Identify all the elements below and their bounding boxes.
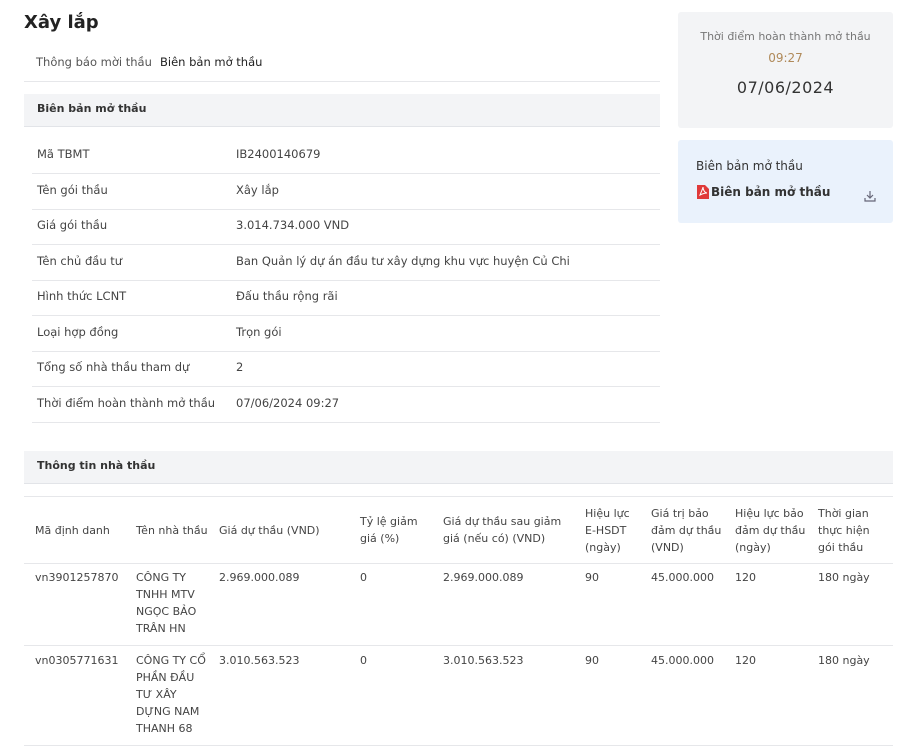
row-divider [24,496,893,497]
divider [24,81,660,82]
field-value: 07/06/2024 09:27 [236,395,340,410]
company-name: CÔNG TY CỔ PHẦN ĐẦU TƯ XÂY DỰNG NAM THAN… [136,654,206,735]
field-value: Trọn gói [236,324,282,339]
table-cell: vn0305771631 [35,654,119,667]
field-label: Thời điểm hoàn thành mở thầu [37,395,216,410]
row-divider [32,386,660,387]
field-label: Hình thức LCNT [37,289,127,303]
column-header: Tỷ lệ giảm giá (%) [360,515,418,545]
table-cell: 120 [735,571,756,584]
date: 07/06/2024 [736,78,835,97]
tab[interactable]: Biên bản mở thầu [160,55,263,69]
table-cell: 180 ngày [818,654,870,667]
row-divider [32,279,660,281]
row-divider [32,173,660,174]
field-value: IB2400140679 [236,147,321,161]
field-label: Mã TBMT [37,147,90,161]
doc-title: Biên bản mở thầu [696,159,803,173]
section-header: Thông tin nhà thầu [24,451,893,484]
field-label: Tên chủ đầu tư [37,253,123,268]
field-value: Xây lắp [236,182,279,197]
section-title: Thông tin nhà thầu [37,459,156,472]
table-cell: 180 ngày [818,571,870,584]
column-header: Hiệu lực bảo đảm dự thầu (ngày) [735,506,806,554]
row-divider [32,421,660,423]
field-value: Đấu thầu rộng rãi [236,289,338,303]
tab[interactable]: Thông báo mời thầu [36,55,152,69]
row-divider [32,350,660,352]
pdf-icon [697,185,709,199]
section-header: Biên bản mở thầu [24,94,660,127]
time-label: Thời điểm hoàn thành mở thầu [700,30,871,43]
section-title: Biên bản mở thầu [37,102,147,115]
table-cell: 0 [360,654,367,667]
column-header: Hiệu lực E-HSDT (ngày) [585,506,630,554]
table-cell: 0 [360,571,367,584]
table-cell: 45.000.000 [651,571,714,584]
column-header: Giá dự thầu (VND) [219,523,320,537]
table-cell: 2.969.000.089 [219,571,300,584]
column-header: Thời gian thực hiện gói thầu [818,506,870,554]
time-card: Thời điểm hoàn thành mở thầu 09:27 07/06… [678,12,893,128]
field-label: Tổng số nhà thầu tham dự [37,360,190,374]
doc-card: Biên bản mở thầu Biên bản mở thầu [678,140,893,223]
column-header: Tên nhà thầu [136,523,208,537]
doc-link[interactable]: Biên bản mở thầu [711,185,831,199]
row-divider [24,645,893,646]
time: 09:27 [768,51,803,65]
download-icon[interactable] [864,190,876,202]
field-label: Tên gói thầu [37,182,108,197]
page-title: Xây lắp [24,12,99,33]
row-divider [24,563,893,564]
table-cell: 120 [735,654,756,667]
table-cell: 90 [585,654,599,667]
table-cell: 2.969.000.089 [443,571,524,584]
table-cell: 3.010.563.523 [443,654,524,667]
table-cell: 3.010.563.523 [219,654,300,667]
field-label: Giá gói thầu [37,218,108,232]
row-divider [32,208,660,210]
field-value: 3.014.734.000 VND [236,218,350,232]
company-name: CÔNG TY TNHH MTV NGỌC BẢO TRÂN HN [136,571,197,635]
field-value: 2 [236,360,244,374]
table-cell: vn3901257870 [35,571,119,584]
table-cell: 45.000.000 [651,654,714,667]
field-value: Ban Quản lý dự án đầu tư xây dựng khu vự… [236,253,570,268]
field-label: Loại hợp đồng [37,324,119,339]
column-header: Mã định danh [35,523,110,537]
row-divider [32,244,660,245]
column-header: Giá trị bảo đảm dự thầu (VND) [651,506,722,554]
column-header: Giá dự thầu sau giảm giá (nếu có) (VND) [443,515,562,545]
table-cell: 90 [585,571,599,584]
row-divider [32,315,660,316]
